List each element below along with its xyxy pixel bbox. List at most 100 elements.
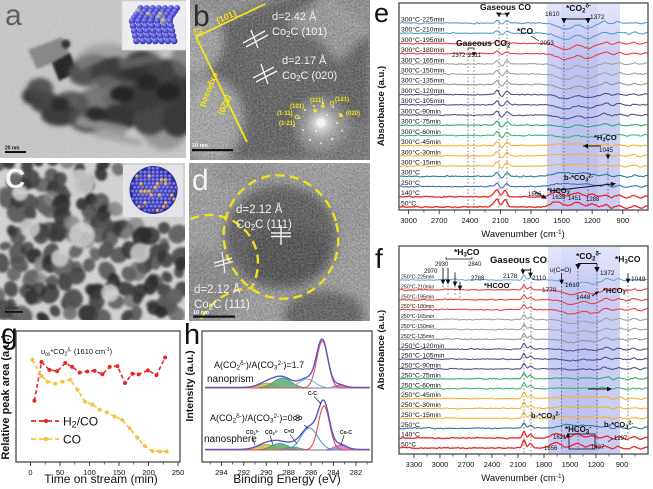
svg-text:2311: 2311 [468, 53, 482, 59]
svg-text:300°C-30min: 300°C-30min [401, 148, 441, 156]
svg-text:(1-21): (1-21) [279, 121, 295, 127]
svg-text:2100: 2100 [492, 216, 509, 225]
svg-text:Co2C (111): Co2C (111) [194, 299, 250, 312]
svg-text:250°C-120min: 250°C-120min [401, 342, 445, 350]
svg-text:υ(C=O): υ(C=O) [550, 267, 571, 274]
svg-text:1045: 1045 [599, 147, 613, 154]
svg-text:d=2.12 Å: d=2.12 Å [236, 203, 283, 216]
svg-text:300°C-105min: 300°C-105min [401, 97, 445, 105]
svg-text:250°C-150min: 250°C-150min [401, 324, 434, 330]
svg-text:*H3CO: *H3CO [615, 254, 641, 266]
svg-text:*HCO3-: *HCO3- [547, 186, 572, 197]
svg-text:2400: 2400 [461, 216, 478, 225]
svg-text:300°C-45min: 300°C-45min [401, 138, 441, 146]
svg-text:C-O: C-O [293, 416, 302, 422]
svg-text:Co2C (020): Co2C (020) [282, 70, 337, 83]
svg-text:3300: 3300 [406, 460, 423, 469]
svg-text:CO32-: CO32- [265, 430, 279, 437]
svg-text:250°C-165min: 250°C-165min [401, 314, 434, 320]
svg-text:b-*CO32-: b-*CO32- [531, 411, 560, 422]
svg-text:300°C-180min: 300°C-180min [401, 46, 445, 54]
svg-text:90°: 90° [198, 32, 204, 36]
svg-text:υas*CO2δ- (1610 cm-1): υas*CO2δ- (1610 cm-1) [41, 347, 113, 358]
svg-text:Gaseous CO2: Gaseous CO2 [456, 38, 511, 50]
svg-text:250°C-75min: 250°C-75min [401, 371, 441, 379]
svg-text:100: 100 [83, 468, 96, 477]
svg-text:nanoprism: nanoprism [207, 374, 254, 385]
svg-text:*CO2δ-: *CO2δ- [566, 3, 591, 15]
svg-text:(020): (020) [346, 111, 360, 117]
svg-text:d=2.12 Å: d=2.12 Å [194, 283, 241, 296]
svg-text:2372: 2372 [452, 53, 466, 59]
svg-text:2700: 2700 [458, 460, 475, 469]
svg-text:*CO: *CO [517, 26, 533, 36]
svg-text:b-*CO32-: b-*CO32- [604, 420, 633, 431]
svg-text:300°C-60min: 300°C-60min [401, 128, 441, 136]
svg-text:1288: 1288 [586, 197, 600, 203]
svg-text:Relative peak area (a.u.): Relative peak area (a.u.) [0, 334, 12, 460]
svg-text:b: b [193, 0, 210, 33]
svg-text:2930: 2930 [435, 262, 449, 268]
svg-text:b-*CO32-: b-*CO32- [564, 173, 593, 184]
svg-text:(1-11): (1-11) [277, 111, 293, 117]
svg-text:10 nm: 10 nm [192, 143, 208, 149]
svg-text:250°C-135min: 250°C-135min [401, 334, 434, 340]
svg-text:Wavenumber (cm-1): Wavenumber (cm-1) [481, 229, 565, 240]
svg-text:1621: 1621 [553, 435, 567, 441]
svg-text:900: 900 [617, 216, 630, 225]
svg-text:*HCO3-: *HCO3- [565, 425, 591, 436]
svg-text:Absorbance (a.u.): Absorbance (a.u.) [376, 66, 387, 146]
svg-text:1800: 1800 [536, 460, 553, 469]
svg-text:250°C: 250°C [401, 179, 420, 187]
svg-text:286: 286 [305, 468, 318, 477]
svg-text:CO2δ-: CO2δ- [246, 430, 260, 437]
svg-text:250°C-180min: 250°C-180min [401, 304, 434, 310]
svg-text:250°C-225min: 250°C-225min [401, 275, 434, 281]
svg-text:1200: 1200 [588, 460, 605, 469]
svg-text:1800: 1800 [523, 216, 540, 225]
svg-text:300°C-195min: 300°C-195min [401, 36, 445, 44]
svg-text:2400: 2400 [484, 460, 501, 469]
svg-text:Co2C (111): Co2C (111) [236, 219, 292, 232]
svg-text:300°C-225min: 300°C-225min [401, 15, 445, 23]
svg-text:300°C-90min: 300°C-90min [401, 107, 441, 115]
svg-text:250: 250 [172, 468, 185, 477]
svg-text:1372: 1372 [600, 270, 615, 277]
svg-text:g: g [1, 320, 18, 351]
svg-text:300°C-165min: 300°C-165min [401, 56, 445, 64]
svg-text:(121): (121) [335, 97, 349, 103]
svg-text:300°C-150min: 300°C-150min [401, 67, 445, 75]
svg-text:h: h [184, 320, 200, 351]
svg-text:(111): (111) [310, 98, 323, 104]
svg-text:282: 282 [350, 468, 363, 477]
svg-text:Gaseous CO: Gaseous CO [490, 255, 547, 266]
svg-text:H2/CO: H2/CO [63, 415, 98, 430]
svg-text:3000: 3000 [400, 216, 417, 225]
svg-text:250°C-90min: 250°C-90min [401, 362, 441, 370]
svg-text:Co-C: Co-C [340, 430, 352, 436]
svg-text:150: 150 [113, 468, 126, 477]
svg-text:50: 50 [56, 468, 64, 477]
svg-text:Time on stream (min): Time on stream (min) [44, 472, 158, 486]
svg-text:20 nm: 20 nm [5, 146, 20, 152]
svg-text:1770: 1770 [542, 287, 557, 294]
svg-text:1372: 1372 [590, 14, 605, 21]
svg-text:300°C-75min: 300°C-75min [401, 118, 441, 126]
svg-text:250°C-195min: 250°C-195min [401, 294, 434, 300]
svg-text:1448: 1448 [576, 294, 591, 301]
svg-text:20 nm: 20 nm [5, 306, 18, 311]
svg-text:2053: 2053 [540, 40, 554, 47]
svg-text:300°C-120min: 300°C-120min [401, 87, 445, 95]
svg-text:1048: 1048 [631, 276, 646, 283]
svg-text:290: 290 [260, 468, 273, 477]
svg-text:(101): (101) [290, 104, 304, 110]
svg-text:1297: 1297 [614, 436, 628, 442]
svg-text:300°C-135min: 300°C-135min [401, 77, 445, 85]
svg-text:1451: 1451 [568, 196, 582, 202]
svg-text:C=O: C=O [284, 429, 295, 435]
svg-text:300°C: 300°C [401, 169, 420, 177]
svg-text:Co2C (101): Co2C (101) [272, 26, 327, 39]
svg-text:2970: 2970 [424, 269, 438, 275]
svg-text:1666: 1666 [528, 192, 542, 198]
svg-text:250°C-15min: 250°C-15min [401, 411, 441, 419]
